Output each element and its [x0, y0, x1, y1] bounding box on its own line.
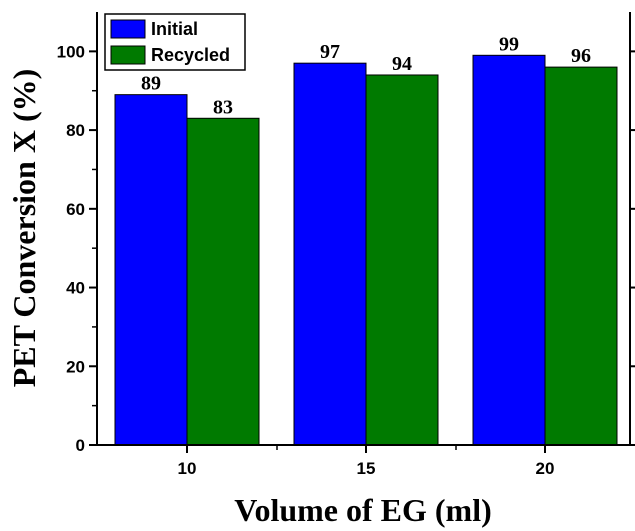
y-tick-label-0: 0	[76, 436, 85, 455]
data-label-initial-10: 89	[141, 73, 161, 95]
legend-label-recycled: Recycled	[151, 45, 230, 65]
y-tick-label-100: 100	[57, 42, 85, 61]
x-tick-label-15: 15	[357, 459, 376, 478]
y-tick-label-80: 80	[66, 121, 85, 140]
x-tick-label-20: 20	[536, 459, 555, 478]
data-label-initial-15: 97	[320, 41, 340, 63]
y-tick-label-20: 20	[66, 357, 85, 376]
legend: Initial Recycled	[105, 14, 245, 70]
data-label-recycled-10: 83	[213, 96, 233, 118]
bar-initial-10	[115, 95, 187, 445]
x-tick-label-10: 10	[178, 459, 197, 478]
bar-recycled-15	[366, 75, 438, 445]
legend-swatch-recycled	[111, 46, 145, 64]
data-label-initial-20: 99	[499, 33, 519, 55]
data-label-recycled-20: 96	[571, 45, 591, 67]
x-ticks-layer: 10 15 20	[178, 445, 555, 478]
y-tick-label-40: 40	[66, 279, 85, 298]
y-tick-label-60: 60	[66, 200, 85, 219]
data-label-recycled-15: 94	[392, 53, 412, 75]
bar-initial-15	[294, 63, 366, 445]
bar-initial-20	[473, 55, 545, 445]
bar-recycled-20	[545, 67, 617, 445]
legend-swatch-initial	[111, 20, 145, 38]
y-axis-title: PET Conversion X (%)	[6, 69, 42, 388]
x-axis-title: Volume of EG (ml)	[234, 492, 491, 528]
legend-label-initial: Initial	[151, 19, 198, 39]
bar-recycled-10	[187, 118, 259, 445]
